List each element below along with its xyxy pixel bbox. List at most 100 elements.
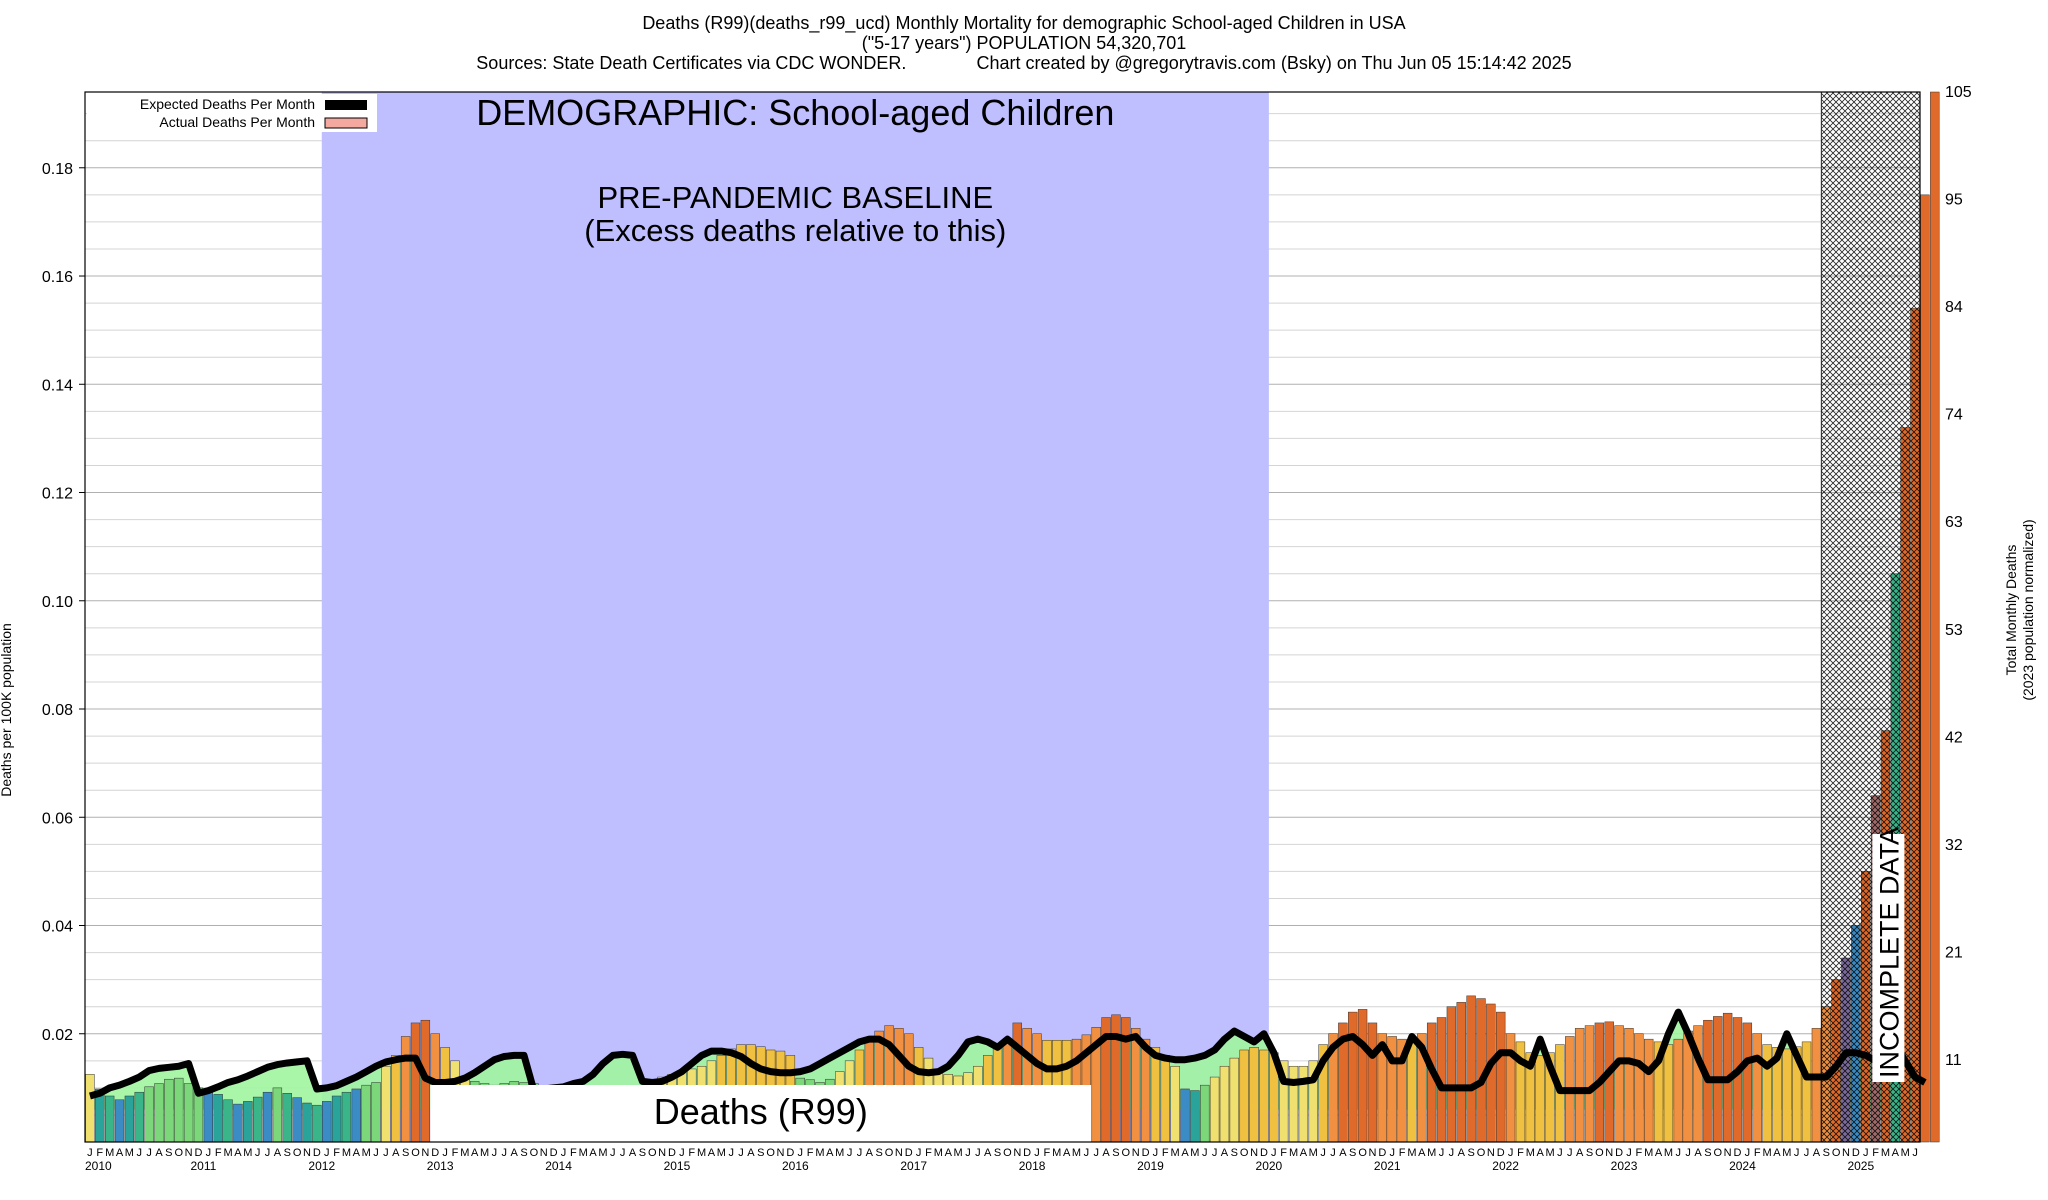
x-month-label: M bbox=[1052, 1147, 1061, 1159]
y-right-tick-label: 32 bbox=[1945, 837, 1963, 854]
x-month-label: F bbox=[1754, 1147, 1761, 1159]
x-month-label: S bbox=[284, 1147, 291, 1159]
x-month-label: D bbox=[786, 1147, 794, 1159]
data-bar bbox=[282, 1093, 292, 1143]
x-month-label: S bbox=[1704, 1147, 1711, 1159]
x-month-label: M bbox=[598, 1147, 607, 1159]
x-month-label: J bbox=[620, 1147, 626, 1159]
x-month-label: O bbox=[293, 1147, 302, 1159]
x-month-label: J bbox=[1271, 1147, 1277, 1159]
data-bar bbox=[1920, 194, 1930, 1143]
x-month-label: F bbox=[1044, 1147, 1051, 1159]
data-bar bbox=[154, 1083, 164, 1143]
data-bar bbox=[1249, 1047, 1259, 1143]
x-month-label: J bbox=[1202, 1147, 1208, 1159]
data-bar bbox=[1259, 1049, 1269, 1143]
x-month-label: J bbox=[1153, 1147, 1159, 1159]
data-bar bbox=[262, 1091, 273, 1143]
x-month-label: M bbox=[1526, 1147, 1535, 1159]
y-right-tick-label: 53 bbox=[1945, 622, 1963, 639]
x-month-label: J bbox=[1330, 1147, 1336, 1159]
data-bar bbox=[1811, 1028, 1822, 1143]
x-month-label: J bbox=[1912, 1147, 1918, 1159]
x-month-label: F bbox=[925, 1147, 932, 1159]
x-month-label: D bbox=[313, 1147, 321, 1159]
x-month-label: F bbox=[1517, 1147, 1524, 1159]
x-month-label: F bbox=[96, 1147, 103, 1159]
x-year-label: 2012 bbox=[308, 1159, 335, 1173]
data-bar bbox=[1614, 1025, 1624, 1143]
x-month-label: A bbox=[274, 1147, 282, 1159]
x-month-label: F bbox=[333, 1147, 340, 1159]
x-month-label: J bbox=[1676, 1147, 1682, 1159]
data-bar bbox=[85, 1074, 95, 1143]
x-month-label: M bbox=[1190, 1147, 1199, 1159]
x-month-label: O bbox=[1595, 1147, 1604, 1159]
x-month-label: J bbox=[492, 1147, 498, 1159]
x-month-label: A bbox=[471, 1147, 479, 1159]
x-month-label: M bbox=[1664, 1147, 1673, 1159]
x-month-label: J bbox=[1685, 1147, 1691, 1159]
x-month-label: A bbox=[1694, 1147, 1702, 1159]
x-month-label: A bbox=[629, 1147, 637, 1159]
x-month-label: F bbox=[807, 1147, 814, 1159]
data-bar bbox=[1535, 1055, 1545, 1143]
x-month-label: D bbox=[1260, 1147, 1268, 1159]
x-month-label: S bbox=[1586, 1147, 1593, 1159]
x-month-label: S bbox=[1467, 1147, 1474, 1159]
y-tick-label: 0.16 bbox=[42, 269, 73, 286]
data-bar bbox=[1604, 1021, 1614, 1143]
y-right-tick-label: 11 bbox=[1945, 1052, 1962, 1069]
y-right-tick-label: 42 bbox=[1945, 729, 1963, 746]
x-month-label: F bbox=[1399, 1147, 1406, 1159]
x-month-label: M bbox=[697, 1147, 706, 1159]
x-month-label: J bbox=[373, 1147, 379, 1159]
x-month-label: F bbox=[1635, 1147, 1642, 1159]
x-month-label: N bbox=[658, 1147, 666, 1159]
x-month-label: A bbox=[984, 1147, 992, 1159]
data-bar bbox=[144, 1086, 154, 1143]
x-month-label: N bbox=[1842, 1147, 1850, 1159]
x-month-label: A bbox=[510, 1147, 518, 1159]
x-month-label: J bbox=[255, 1147, 261, 1159]
x-month-label: J bbox=[1626, 1147, 1632, 1159]
x-month-label: M bbox=[105, 1147, 114, 1159]
x-month-label: M bbox=[1545, 1147, 1554, 1159]
data-bar bbox=[1367, 1022, 1378, 1143]
x-month-label: J bbox=[1439, 1147, 1445, 1159]
data-bar bbox=[1170, 1065, 1180, 1143]
x-month-label: S bbox=[1112, 1147, 1119, 1159]
x-month-label: N bbox=[895, 1147, 903, 1159]
data-bar bbox=[1160, 1055, 1170, 1143]
data-bar bbox=[1456, 1002, 1466, 1143]
x-month-label: J bbox=[975, 1147, 981, 1159]
x-month-label: F bbox=[452, 1147, 459, 1159]
x-month-label: A bbox=[1300, 1147, 1308, 1159]
x-month-label: A bbox=[155, 1147, 163, 1159]
x-month-label: J bbox=[87, 1147, 93, 1159]
x-month-label: M bbox=[579, 1147, 588, 1159]
data-bar bbox=[410, 1022, 421, 1143]
x-month-label: D bbox=[1023, 1147, 1031, 1159]
data-bar bbox=[203, 1088, 214, 1143]
x-month-label: J bbox=[324, 1147, 330, 1159]
y-tick-label: 0.02 bbox=[42, 1027, 73, 1044]
x-month-label: J bbox=[1034, 1147, 1040, 1159]
x-month-label: A bbox=[1576, 1147, 1584, 1159]
x-month-label: D bbox=[1378, 1147, 1386, 1159]
incomplete-region bbox=[1820, 91, 1921, 1143]
data-bar bbox=[1180, 1088, 1190, 1143]
x-month-label: M bbox=[342, 1147, 351, 1159]
data-bar bbox=[174, 1077, 184, 1143]
data-bar bbox=[1140, 1038, 1151, 1143]
x-month-label: J bbox=[442, 1147, 448, 1159]
x-month-label: J bbox=[1449, 1147, 1455, 1159]
x-month-label: J bbox=[679, 1147, 685, 1159]
x-month-label: O bbox=[1122, 1147, 1131, 1159]
x-month-label: J bbox=[916, 1147, 922, 1159]
x-month-label: J bbox=[1804, 1147, 1810, 1159]
x-month-label: N bbox=[1487, 1147, 1495, 1159]
x-month-label: S bbox=[1823, 1147, 1830, 1159]
x-month-label: M bbox=[1427, 1147, 1436, 1159]
data-bar bbox=[243, 1101, 253, 1143]
